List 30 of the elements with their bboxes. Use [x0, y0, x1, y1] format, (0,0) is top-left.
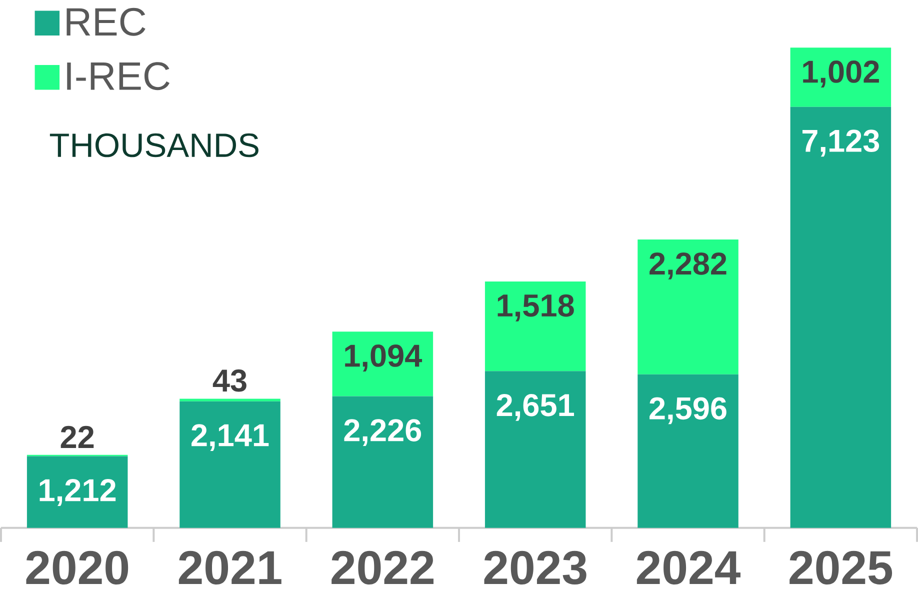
x-tick-label: 2021 [178, 550, 282, 584]
x-tick-label: 2022 [332, 550, 434, 584]
data-label: 2,141 [192, 424, 269, 451]
x-tick-label: 2023 [484, 550, 586, 584]
data-label: 43 [212, 369, 246, 392]
data-label: 2,226 [344, 419, 422, 446]
bar [26, 456, 128, 528]
bar [790, 106, 892, 528]
data-label: 2,651 [496, 394, 574, 421]
data-label: 2,596 [650, 397, 726, 424]
x-tick-label: 2024 [636, 550, 740, 584]
bar [484, 281, 586, 372]
bar [180, 401, 280, 528]
annotation: THOUSANDS [50, 133, 258, 158]
bar [180, 398, 280, 402]
bar [638, 374, 738, 528]
bar [332, 396, 434, 528]
legend-label: REC [66, 8, 146, 36]
x-tick-label: 2020 [26, 550, 128, 584]
x-tick-label: 2025 [790, 550, 892, 584]
legend-label: I-REC [67, 62, 170, 90]
bar [484, 371, 586, 528]
data-label: 1,518 [498, 294, 574, 322]
data-label: 2,282 [650, 252, 726, 280]
data-label: 1,094 [345, 344, 422, 372]
data-label: 1,212 [40, 478, 116, 506]
data-label: 7,123 [802, 130, 880, 157]
data-label: 1,002 [803, 60, 879, 88]
data-label: 22 [60, 426, 94, 448]
bar [638, 239, 738, 374]
